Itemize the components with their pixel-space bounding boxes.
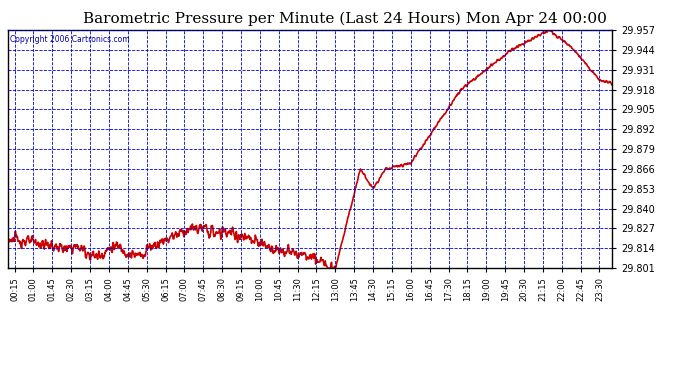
Text: Barometric Pressure per Minute (Last 24 Hours) Mon Apr 24 00:00: Barometric Pressure per Minute (Last 24 …: [83, 11, 607, 26]
Text: Copyright 2006 Cartronics.com: Copyright 2006 Cartronics.com: [10, 35, 130, 44]
